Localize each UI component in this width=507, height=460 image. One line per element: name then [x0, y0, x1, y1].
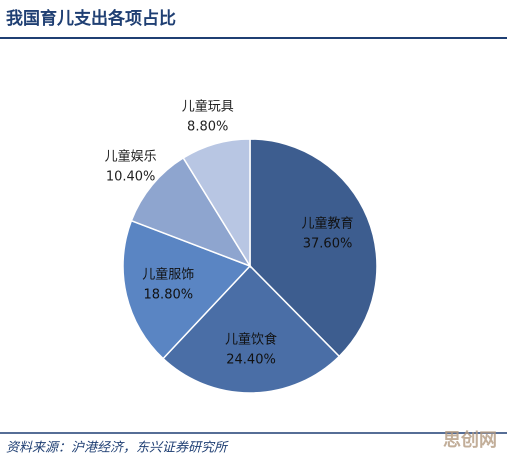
- value-label: 37.60%: [303, 237, 353, 252]
- pie-slice: [122, 219, 252, 360]
- pie-slice: [162, 264, 341, 394]
- slice-label: 儿童娱乐: [105, 149, 157, 165]
- pie-slice: [182, 138, 251, 269]
- watermark: 思创网: [443, 429, 497, 451]
- chart-title: 我国育儿支出各项占比: [6, 8, 176, 29]
- source: 资料来源：沪港经济，东兴证券研究所: [6, 440, 229, 456]
- pie-slice: [130, 156, 252, 268]
- slice-label: 儿童服饰: [142, 266, 194, 282]
- slice-label: 儿童饮食: [225, 331, 277, 347]
- slice-label: 儿童教育: [302, 216, 354, 232]
- value-label: 10.40%: [106, 170, 156, 185]
- value-label: 24.40%: [226, 352, 276, 367]
- value-label: 8.80%: [187, 119, 228, 134]
- slice-label: 儿童玩具: [182, 98, 234, 114]
- value-label: 18.80%: [144, 287, 194, 302]
- pie-slice: [249, 138, 378, 358]
- pie: 儿童教育 37.60% 儿童饮食 24.40% 儿童服饰 18.80% 儿童娱乐 10.40%…: [105, 98, 378, 394]
